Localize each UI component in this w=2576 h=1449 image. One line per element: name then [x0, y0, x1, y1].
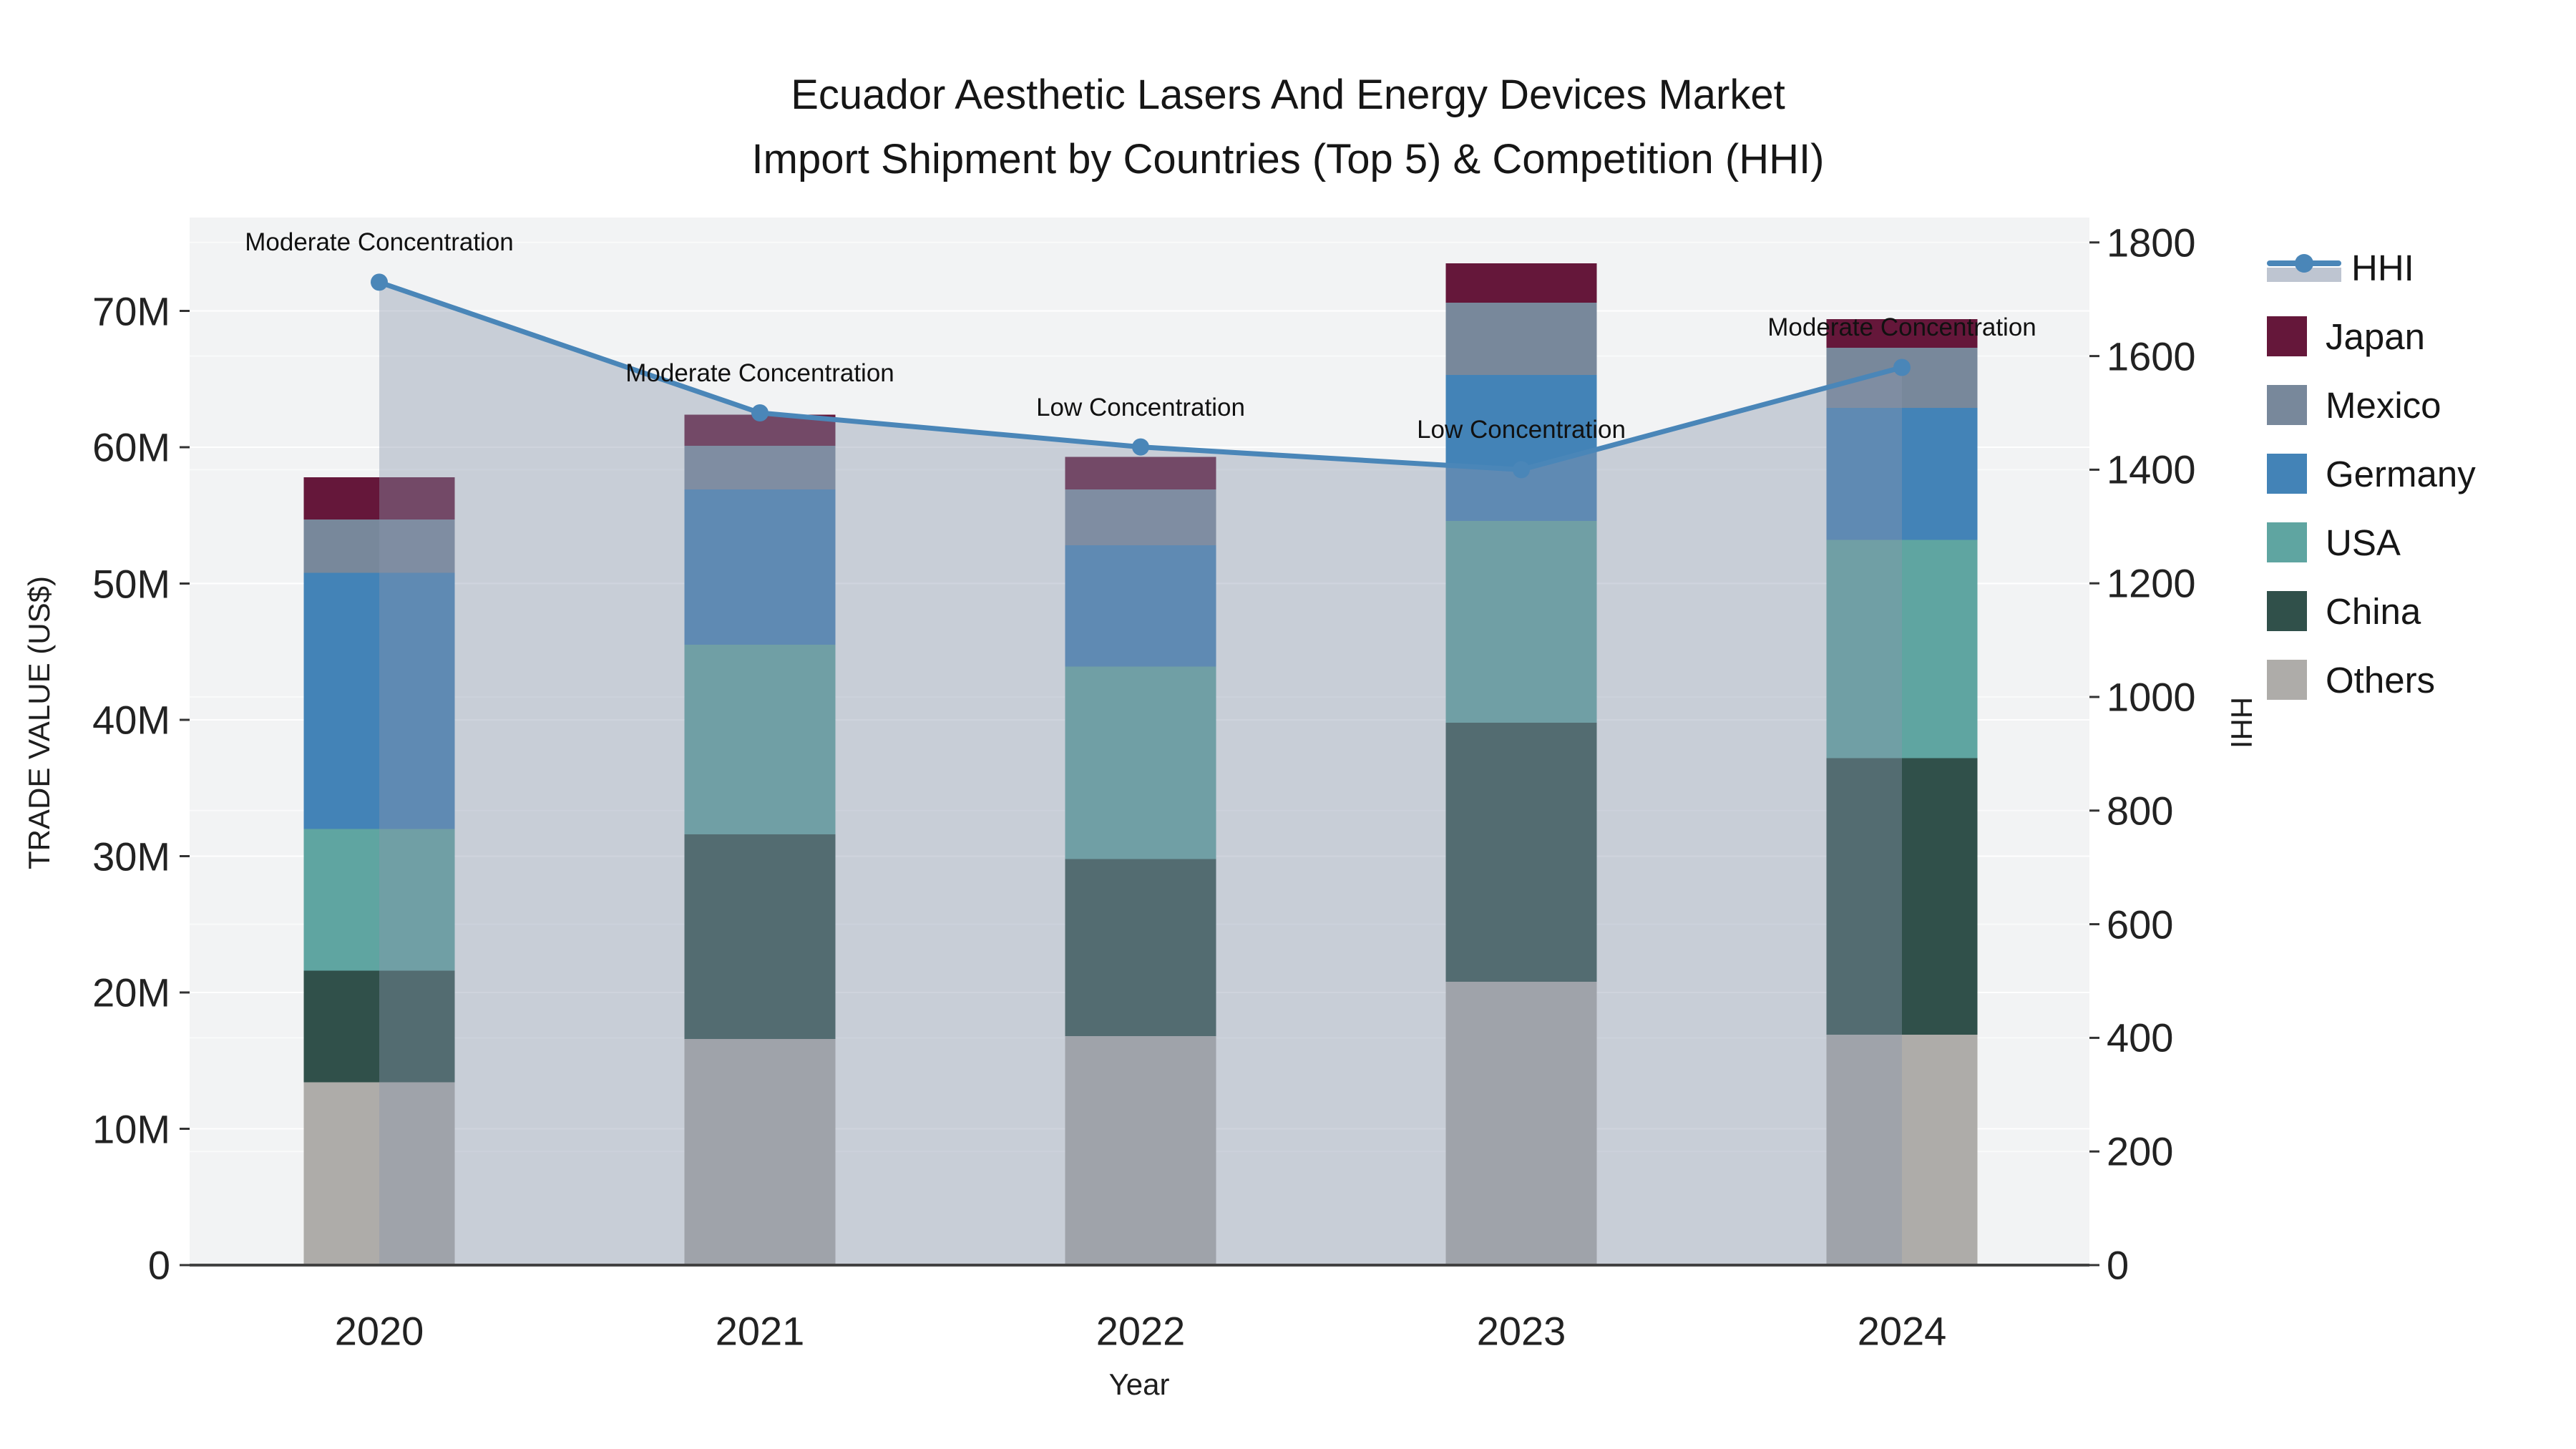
legend: HHI Japan Mexico Germany USA China Other… [2267, 233, 2476, 714]
y-right-tick-1400: 1400 [2107, 447, 2196, 492]
bar-2020-japan[interactable] [303, 477, 455, 519]
y-left-tick-40M: 40M [92, 697, 170, 743]
annotation-2023: Low Concentration [1417, 416, 1626, 444]
y-right-tick-1600: 1600 [2107, 333, 2196, 379]
bar-2021-china[interactable] [684, 834, 836, 1039]
hhi-marker-2024[interactable] [1893, 358, 1911, 376]
mexico-swatch-icon [2267, 385, 2307, 425]
x-tick-2024: 2024 [1857, 1308, 1947, 1354]
japan-swatch-icon [2267, 316, 2307, 356]
y-left-tick-50M: 50M [92, 561, 170, 606]
chart-title-line2: Import Shipment by Countries (Top 5) & C… [751, 135, 1825, 182]
bar-2020-mexico[interactable] [303, 519, 455, 573]
y-right-tick-1200: 1200 [2107, 560, 2196, 606]
hhi-area-swatch [2267, 268, 2341, 282]
bar-2024-others[interactable] [1826, 1035, 1978, 1265]
y-left-tick-30M: 30M [92, 834, 170, 879]
bar-2023-others[interactable] [1445, 981, 1597, 1265]
usa-swatch-icon [2267, 522, 2307, 562]
hhi-marker-2022[interactable] [1132, 438, 1149, 456]
y-left-tick-70M: 70M [92, 288, 170, 333]
y-left-tick-0: 0 [147, 1242, 170, 1288]
y-right-tick-1800: 1800 [2107, 220, 2196, 265]
legend-item-mexico[interactable]: Mexico [2267, 371, 2476, 439]
legend-label: Germany [2326, 453, 2476, 494]
bar-2022-germany[interactable] [1065, 545, 1216, 667]
bar-2023-china[interactable] [1445, 722, 1597, 982]
x-axis-title: Year [1108, 1367, 1170, 1401]
legend-item-china[interactable]: China [2267, 577, 2476, 645]
others-swatch-icon [2267, 660, 2307, 700]
bar-2020-others[interactable] [303, 1082, 455, 1265]
hhi-marker-2020[interactable] [371, 273, 388, 291]
y-left-axis-title: TRADE VALUE (US$) [22, 576, 56, 869]
bar-2021-mexico[interactable] [684, 446, 836, 490]
bar-2022-japan[interactable] [1065, 457, 1216, 490]
bar-2024-japan[interactable] [1826, 318, 1978, 348]
annotation-2024: Moderate Concentration [1767, 313, 2036, 342]
chart-title-line1: Ecuador Aesthetic Lasers And Energy Devi… [791, 72, 1785, 118]
bar-2023-mexico[interactable] [1445, 303, 1597, 376]
bar-2024-mexico[interactable] [1826, 347, 1978, 408]
bar-2020-china[interactable] [303, 970, 455, 1083]
legend-item-japan[interactable]: Japan [2267, 302, 2476, 371]
bar-2023-germany[interactable] [1445, 375, 1597, 521]
y-right-tick-400: 400 [2107, 1015, 2174, 1060]
y-right-tick-800: 800 [2107, 788, 2174, 834]
x-tick-2023: 2023 [1476, 1308, 1566, 1354]
hhi-area-fill [379, 282, 1902, 1265]
y-right-tick-200: 200 [2107, 1128, 2174, 1174]
y-right-axis-title: HHI [2225, 696, 2258, 749]
hhi-marker-2021[interactable] [751, 404, 769, 421]
bar-2022-others[interactable] [1065, 1035, 1216, 1265]
china-swatch-icon [2267, 591, 2307, 631]
legend-item-others[interactable]: Others [2267, 645, 2476, 714]
x-tick-2020: 2020 [334, 1308, 424, 1354]
bar-2024-china[interactable] [1826, 758, 1978, 1035]
bar-2023-japan[interactable] [1445, 263, 1597, 303]
legend-item-usa[interactable]: USA [2267, 508, 2476, 577]
legend-label: USA [2326, 522, 2401, 563]
bar-2024-usa[interactable] [1826, 540, 1978, 758]
y-right-tick-600: 600 [2107, 902, 2174, 947]
x-tick-2021: 2021 [715, 1308, 805, 1354]
x-tick-2022: 2022 [1096, 1308, 1186, 1354]
hhi-marker-2023[interactable] [1513, 461, 1530, 479]
y-left-tick-20M: 20M [92, 970, 170, 1015]
bar-2021-germany[interactable] [684, 489, 836, 645]
bar-2020-usa[interactable] [303, 829, 455, 971]
legend-item-germany[interactable]: Germany [2267, 439, 2476, 508]
germany-swatch-icon [2267, 454, 2307, 494]
bar-2021-usa[interactable] [684, 645, 836, 835]
chart-title: Ecuador Aesthetic Lasers And Energy Devi… [0, 63, 2576, 192]
bar-2020-germany[interactable] [303, 572, 455, 829]
y-left-tick-60M: 60M [92, 424, 170, 470]
annotation-2021: Moderate Concentration [625, 359, 894, 387]
annotation-2020: Moderate Concentration [245, 228, 514, 257]
y-right-tick-0: 0 [2107, 1242, 2129, 1288]
bar-2022-china[interactable] [1065, 859, 1216, 1036]
legend-label: China [2326, 590, 2421, 632]
y-left-tick-10M: 10M [92, 1106, 170, 1151]
bar-2024-germany[interactable] [1826, 407, 1978, 540]
hhi-line-icon [2267, 248, 2341, 288]
bar-2022-usa[interactable] [1065, 666, 1216, 859]
legend-label: Others [2326, 659, 2436, 701]
legend-label: Japan [2326, 316, 2425, 357]
legend-label: Mexico [2326, 384, 2441, 426]
legend-item-hhi[interactable]: HHI [2267, 233, 2476, 302]
bar-2023-usa[interactable] [1445, 520, 1597, 723]
annotation-2022: Low Concentration [1036, 393, 1245, 421]
y-right-tick-1000: 1000 [2107, 674, 2196, 720]
legend-label: HHI [2351, 247, 2414, 288]
bar-2021-others[interactable] [684, 1038, 836, 1265]
bar-2022-mexico[interactable] [1065, 489, 1216, 546]
